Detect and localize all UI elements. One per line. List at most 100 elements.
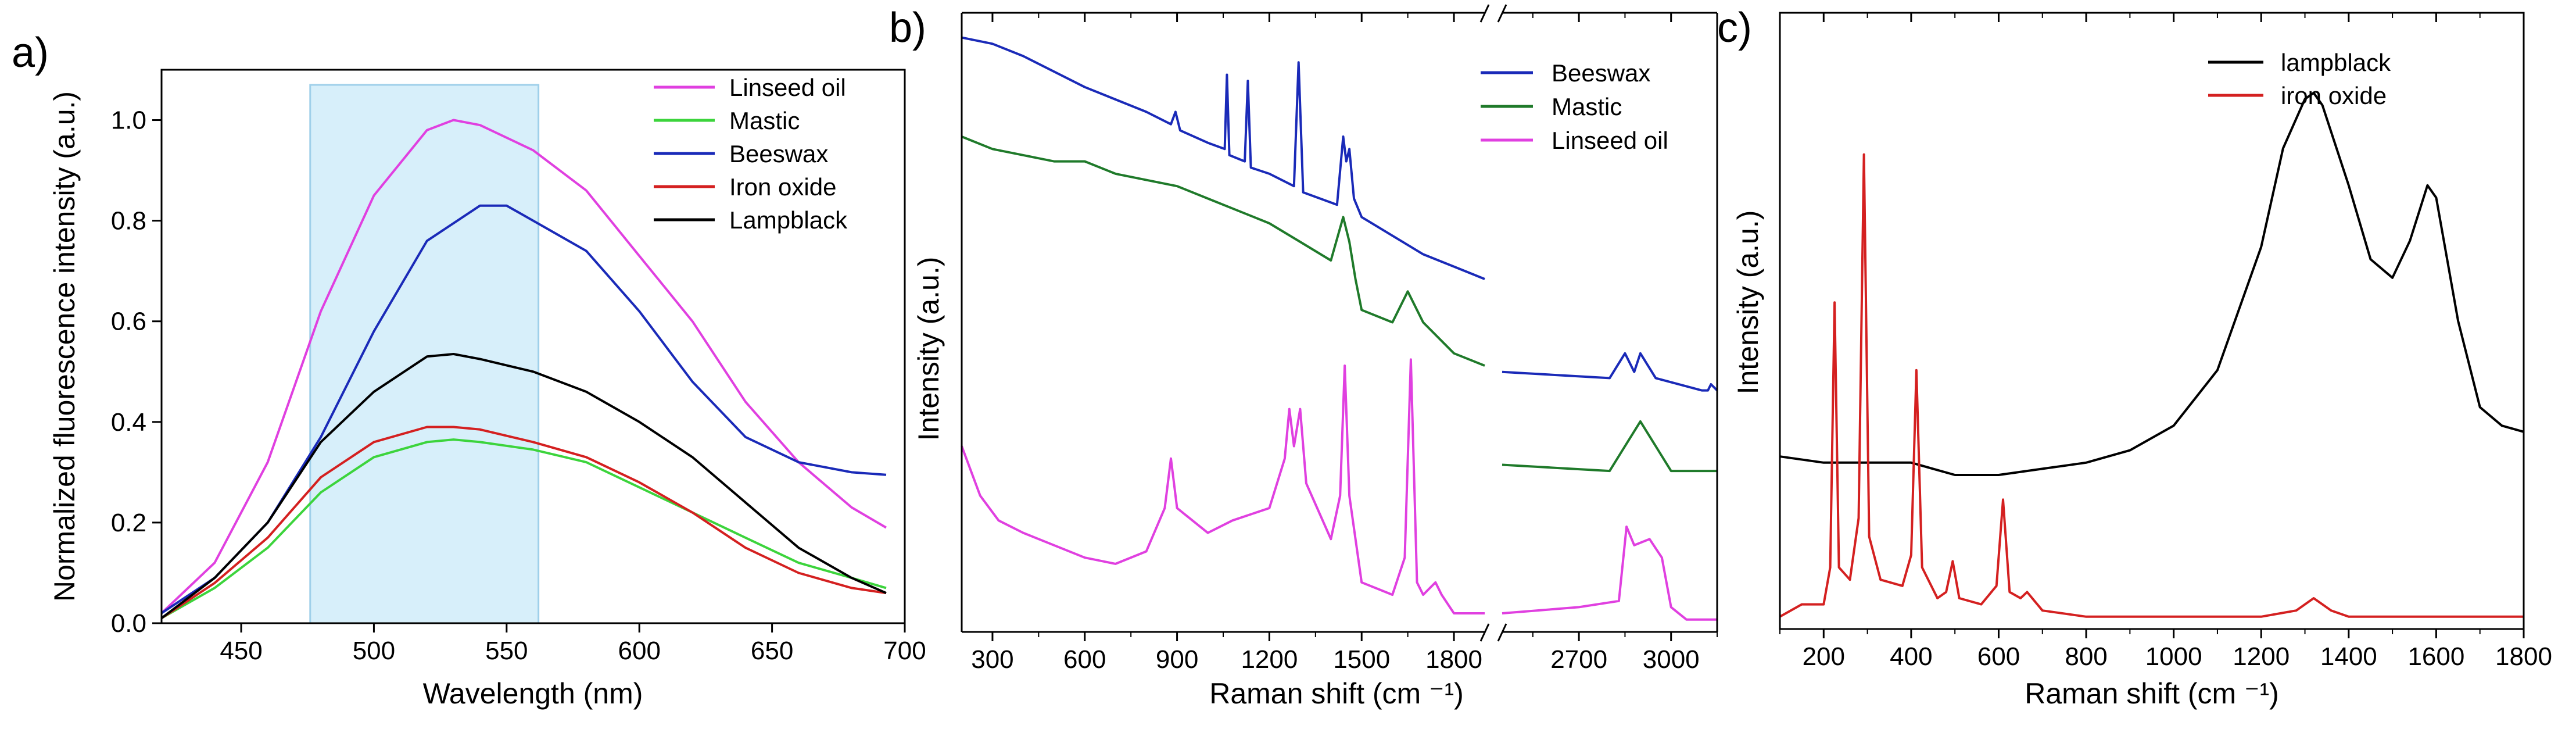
x-tick-800: 800 <box>2065 13 2108 671</box>
y-tick-label: 1.0 <box>111 106 146 135</box>
x-tick-200: 200 <box>1803 13 1845 671</box>
x-tick-450: 450 <box>220 623 263 665</box>
x-tick-3000: 3000 <box>1643 13 1700 674</box>
x-tick-label: 400 <box>1890 642 1932 671</box>
x-tick-700: 700 <box>883 623 926 665</box>
y-tick-0.2: 0.2 <box>111 509 162 537</box>
series-beeswax-line <box>160 204 887 614</box>
series-linseed-oil-line <box>961 358 1717 621</box>
y-tick-label: 0.0 <box>111 609 146 638</box>
x-tick-label: 3000 <box>1643 645 1700 674</box>
panel-b-label: b) <box>889 5 926 51</box>
series-group <box>160 119 887 620</box>
x-tick-label: 1400 <box>2320 642 2377 671</box>
x-tick-label: 1000 <box>2145 642 2202 671</box>
x-tick-1200: 1200 <box>1241 13 1298 674</box>
x-tick-500: 500 <box>353 623 395 665</box>
x-tick-1500: 1500 <box>1333 13 1390 674</box>
x-tick-label: 1500 <box>1333 645 1390 674</box>
x-tick-label: 200 <box>1803 642 1845 671</box>
x-axis-title: Raman shift (cm ⁻¹) <box>1209 677 1464 710</box>
y-tick-0.4: 0.4 <box>111 408 162 437</box>
panel-c-label: c) <box>1717 5 1752 51</box>
y-ticks: 0.0 0.2 0.4 0.6 0.8 1.0 <box>111 106 162 638</box>
series-iron-oxide-line <box>160 426 887 619</box>
y-tick-label: 0.6 <box>111 308 146 336</box>
x-tick-1800: 1800 <box>2495 13 2552 671</box>
minor-ticks <box>1779 13 2481 634</box>
legend-entry-iron-oxide: iron oxide <box>2208 82 2387 109</box>
y-tick-0.0: 0.0 <box>111 609 162 638</box>
series-group <box>1779 91 2524 618</box>
x-tick-label: 450 <box>220 637 262 665</box>
series-mastic-line <box>961 135 1717 473</box>
series-linseed-oil-line <box>160 119 887 614</box>
legend-label: Iron oxide <box>729 173 836 201</box>
panel-a: a) 450 500 550 600 650 700 0.0 0.2 0.4 0… <box>12 30 926 710</box>
x-tick-label: 500 <box>353 637 395 665</box>
x-tick-label: 900 <box>1156 645 1198 674</box>
legend-entry-iron-oxide: Iron oxide <box>654 173 836 201</box>
x-axis-title: Raman shift (cm ⁻¹) <box>2025 677 2279 710</box>
series-lampblack-line <box>1779 91 2524 476</box>
y-tick-0.8: 0.8 <box>111 207 162 235</box>
x-tick-label: 600 <box>618 637 661 665</box>
x-tick-label: 700 <box>883 637 926 665</box>
x-axis-title: Wavelength (nm) <box>423 677 643 710</box>
legend: Beeswax Mastic Linseed oil <box>1481 59 1668 154</box>
legend-entry-mastic: Mastic <box>1481 93 1622 120</box>
x-tick-400: 400 <box>1890 13 1933 671</box>
series-lampblack-line <box>160 353 887 619</box>
y-tick-0.6: 0.6 <box>111 308 162 336</box>
legend-label: Beeswax <box>1552 59 1650 87</box>
x-tick-1200: 1200 <box>2233 13 2290 671</box>
x-tick-1400: 1400 <box>2320 13 2377 671</box>
x-tick-1800: 1800 <box>1425 13 1482 674</box>
legend-entry-lampblack: Lampblack <box>654 206 848 234</box>
legend-entry-lampblack: lampblack <box>2208 49 2391 76</box>
x-ticks: 450 500 550 600 650 700 <box>220 623 926 665</box>
x-ticks: 300 600 900 1200 1500 1800 2700 3000 <box>971 13 1700 674</box>
x-tick-650: 650 <box>751 623 793 665</box>
x-tick-1600: 1600 <box>2407 13 2464 671</box>
x-tick-550: 550 <box>485 623 528 665</box>
panel-c: c) 200 400 600 800 1000 1200 1400 1600 1… <box>1717 5 2552 710</box>
legend-label: Linseed oil <box>1552 127 1668 154</box>
y-axis-title: Intensity (a.u.) <box>1732 210 1764 395</box>
legend-label: Linseed oil <box>729 74 846 101</box>
x-tick-600: 600 <box>1977 13 2020 671</box>
x-tick-label: 800 <box>2065 642 2107 671</box>
x-tick-600: 600 <box>1063 13 1106 674</box>
panel-b: b) 300 600 900 1200 1500 1800 2700 30 <box>889 4 1718 710</box>
x-tick-900: 900 <box>1156 13 1198 674</box>
y-tick-label: 0.2 <box>111 509 146 537</box>
x-tick-label: 2700 <box>1550 645 1607 674</box>
legend-entry-linseed-oil: Linseed oil <box>1481 127 1668 154</box>
panel-a-label: a) <box>12 30 49 76</box>
legend-entry-mastic: Mastic <box>654 107 800 134</box>
x-tick-300: 300 <box>971 13 1014 674</box>
x-tick-label: 1800 <box>2495 642 2552 671</box>
x-tick-label: 600 <box>1063 645 1106 674</box>
series-iron-oxide-line <box>1779 153 2524 618</box>
x-tick-label: 550 <box>485 637 528 665</box>
legend: Linseed oil Mastic Beeswax Iron oxide La… <box>654 74 848 234</box>
minor-ticks <box>1038 13 1718 637</box>
legend-label: Mastic <box>1552 93 1622 120</box>
y-tick-label: 0.8 <box>111 207 146 235</box>
highlight-region <box>309 84 540 624</box>
x-tick-label: 1200 <box>1241 645 1298 674</box>
x-tick-2700: 2700 <box>1550 13 1607 674</box>
x-tick-label: 300 <box>971 645 1013 674</box>
x-ticks: 200 400 600 800 1000 1200 1400 1600 1800 <box>1803 13 2552 671</box>
x-tick-label: 1600 <box>2407 642 2464 671</box>
legend-entry-beeswax: Beeswax <box>1481 59 1650 87</box>
x-tick-label: 600 <box>1977 642 2020 671</box>
x-tick-label: 1800 <box>1425 645 1482 674</box>
plot-frame <box>160 69 906 624</box>
series-mastic-line <box>161 438 887 620</box>
x-tick-label: 650 <box>751 637 793 665</box>
axis-break-top <box>1479 4 1507 23</box>
series-group <box>961 36 1718 621</box>
y-tick-label: 0.4 <box>111 408 146 437</box>
